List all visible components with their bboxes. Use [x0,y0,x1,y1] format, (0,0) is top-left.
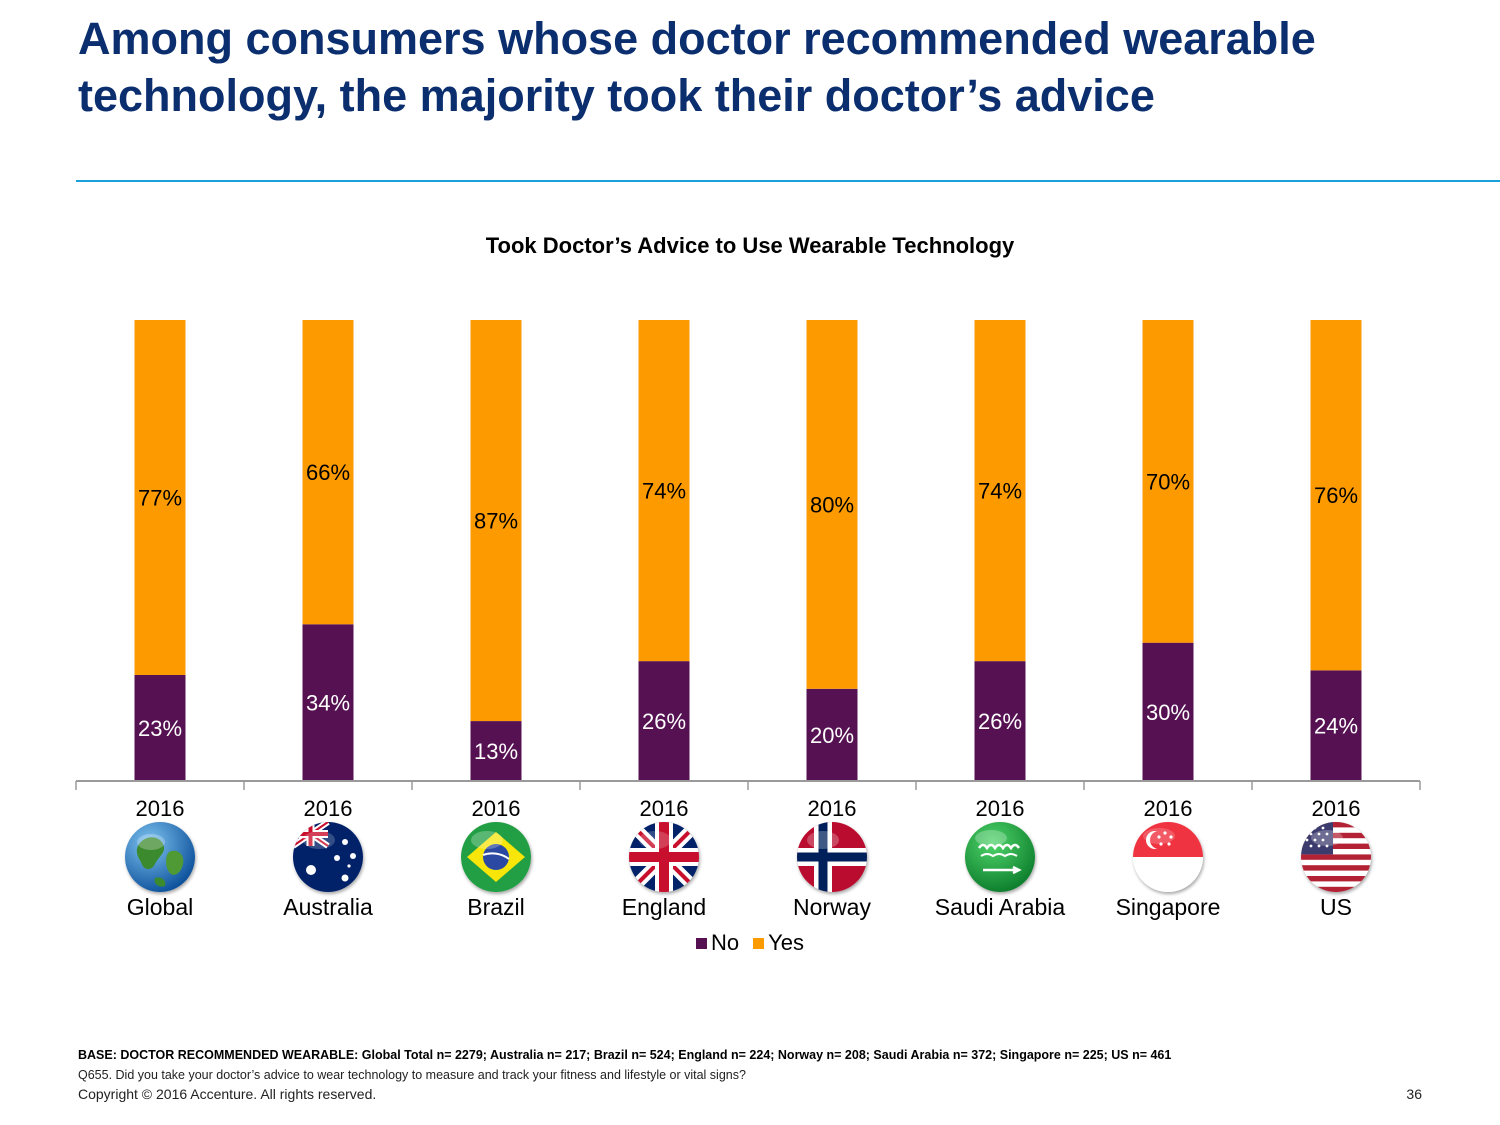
bar-yes-singapore [1142,320,1194,643]
footnote-base: BASE: DOCTOR RECOMMENDED WEARABLE: Globa… [78,1048,1172,1062]
bar-yes-global [134,320,186,675]
country-label-us: US [1320,894,1352,920]
norway-flag-icon [797,822,867,892]
data-label-yes-england: 74% [642,479,686,504]
x-tick-label-global: 2016 [136,796,185,821]
australia-flag-icon [293,822,363,892]
legend-label-yes: Yes [768,930,804,955]
england-flag-icon [629,822,699,892]
bar-yes-norway [806,320,858,689]
bar-no-brazil [470,721,522,781]
country-label-global: Global [126,894,194,920]
data-label-yes-australia: 66% [306,460,350,485]
country-label-singapore: Singapore [1115,894,1221,920]
bar-yes-us [1310,320,1362,671]
bar-yes-brazil [470,320,522,722]
x-tick-label-saudi-arabia: 2016 [976,796,1025,821]
data-label-no-brazil: 13% [474,739,518,764]
data-label-no-saudi-arabia: 26% [978,709,1022,734]
singapore-flag-icon [1133,822,1203,892]
saudi-arabia-flag-icon [965,822,1035,892]
data-label-no-global: 23% [138,716,182,741]
data-label-no-australia: 34% [306,691,350,716]
data-label-yes-saudi-arabia: 74% [978,479,1022,504]
legend-swatch-no [695,937,707,949]
country-label-australia: Australia [283,894,373,920]
copyright: Copyright © 2016 Accenture. All rights r… [78,1086,377,1102]
slide-title: Among consumers whose doctor recommended… [78,13,1316,121]
bar-no-norway [806,688,858,781]
bar-yes-australia [302,320,354,625]
title-divider [76,180,1500,182]
bar-no-england [638,661,690,781]
legend-item-no: No [695,930,740,956]
country-label-saudi-arabia: Saudi Arabia [934,894,1066,920]
x-tick-label-australia: 2016 [304,796,353,821]
bar-no-saudi-arabia [974,661,1026,781]
data-label-no-england: 26% [642,709,686,734]
data-label-no-norway: 20% [810,723,854,748]
bar-yes-england [638,320,690,662]
country-label-brazil: Brazil [467,894,525,920]
data-label-yes-us: 76% [1314,483,1358,508]
brazil-flag-icon [461,822,531,892]
bar-no-australia [302,624,354,781]
data-label-yes-norway: 80% [810,492,854,517]
bar-yes-saudi-arabia [974,320,1026,662]
country-label-norway: Norway [793,894,871,920]
us-flag-icon [1301,822,1371,892]
chart-legend: No Yes [0,930,1500,956]
data-label-no-us: 24% [1314,714,1358,739]
globe-icon [125,822,195,892]
data-label-no-singapore: 30% [1146,700,1190,725]
data-label-yes-singapore: 70% [1146,469,1190,494]
country-label-england: England [621,894,707,920]
bar-no-singapore [1142,642,1194,781]
x-tick-label-us: 2016 [1312,796,1361,821]
stacked-bar-chart: 23% 77% 2016 34% 66% 2016 13% 87% 2016 26% 74% 2016… [75,320,1421,821]
x-tick-label-england: 2016 [640,796,689,821]
data-label-yes-brazil: 87% [474,509,518,534]
bar-no-global [134,674,186,781]
footnote-question: Q655. Did you take your doctor’s advice … [78,1068,746,1082]
bar-no-us [1310,670,1362,781]
legend-label-no: No [710,930,740,955]
x-tick-label-singapore: 2016 [1144,796,1193,821]
x-tick-label-brazil: 2016 [472,796,521,821]
chart-title: Took Doctor’s Advice to Use Wearable Tec… [485,233,1015,258]
page-number: 36 [1406,1086,1422,1102]
legend-swatch-yes [753,937,765,949]
data-label-yes-global: 77% [138,485,182,510]
x-tick-label-norway: 2016 [808,796,857,821]
legend-item-yes: Yes [753,930,804,956]
